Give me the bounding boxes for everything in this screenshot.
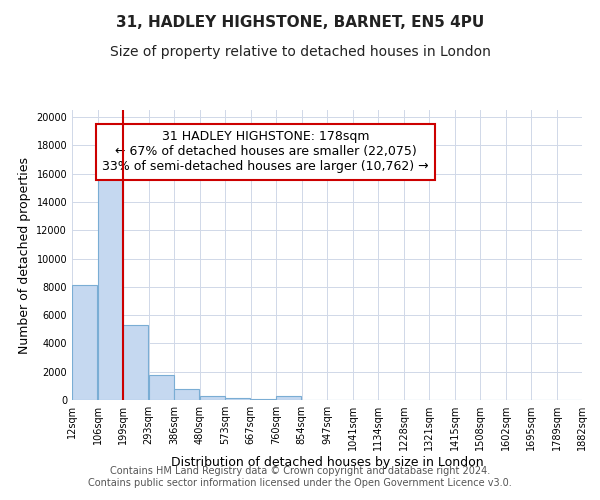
Bar — [276, 396, 301, 400]
Bar — [174, 390, 199, 400]
Text: 31 HADLEY HIGHSTONE: 178sqm
← 67% of detached houses are smaller (22,075)
33% of: 31 HADLEY HIGHSTONE: 178sqm ← 67% of det… — [103, 130, 429, 174]
Bar — [149, 374, 174, 400]
X-axis label: Distribution of detached houses by size in London: Distribution of detached houses by size … — [170, 456, 484, 469]
Bar — [72, 286, 97, 400]
Text: 31, HADLEY HIGHSTONE, BARNET, EN5 4PU: 31, HADLEY HIGHSTONE, BARNET, EN5 4PU — [116, 15, 484, 30]
Bar — [251, 398, 276, 400]
Bar — [123, 325, 148, 400]
Bar — [225, 398, 250, 400]
Y-axis label: Number of detached properties: Number of detached properties — [18, 156, 31, 354]
Bar — [98, 166, 123, 400]
Bar — [200, 396, 225, 400]
Text: Contains HM Land Registry data © Crown copyright and database right 2024.
Contai: Contains HM Land Registry data © Crown c… — [88, 466, 512, 487]
Text: Size of property relative to detached houses in London: Size of property relative to detached ho… — [110, 45, 490, 59]
